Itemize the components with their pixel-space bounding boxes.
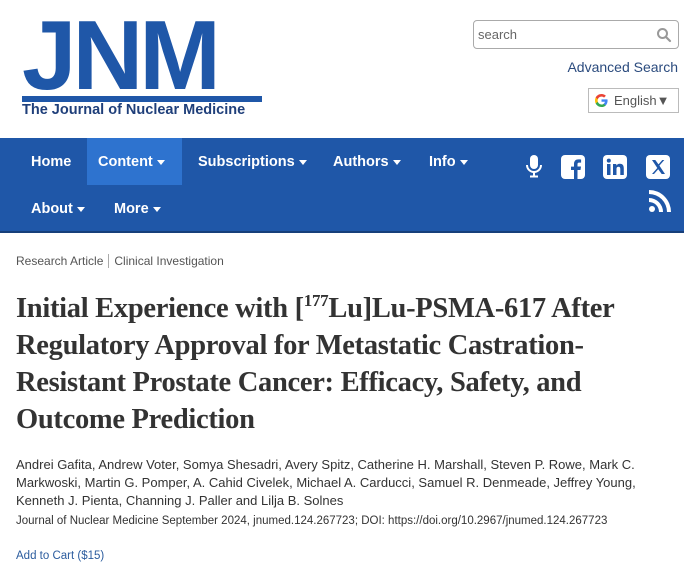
x-twitter-icon[interactable]: [646, 155, 670, 179]
nav-about-label: About: [31, 200, 73, 217]
language-label: English▼: [614, 93, 670, 108]
rss-icon[interactable]: [648, 189, 672, 213]
author-list: Andrei Gafita, Andrew Voter, Somya Shesa…: [16, 457, 636, 508]
search-icon[interactable]: [656, 27, 672, 43]
language-selector[interactable]: English▼: [588, 88, 679, 113]
citation-line: Journal of Nuclear Medicine September 20…: [16, 515, 608, 527]
nav-more[interactable]: More: [103, 185, 172, 232]
site-header: JNM The Journal of Nuclear Medicine Adva…: [0, 0, 684, 138]
breadcrumb: Research Article Clinical Investigation: [16, 254, 224, 268]
article-title: Initial Experience with [177Lu]Lu-PSMA-6…: [16, 290, 656, 438]
breadcrumb-section[interactable]: Clinical Investigation: [114, 254, 224, 268]
search-input[interactable]: [478, 24, 648, 45]
nav-content[interactable]: Content: [87, 138, 182, 185]
chevron-down-icon: [76, 206, 85, 212]
nav-home-label: Home: [31, 153, 72, 170]
main-nav: Home Content Subscriptions Authors Info …: [0, 138, 684, 233]
nav-authors-label: Authors: [333, 153, 389, 170]
chevron-down-icon: [392, 159, 401, 165]
chevron-down-icon: [298, 159, 307, 165]
nav-content-label: Content: [98, 153, 153, 170]
facebook-icon[interactable]: [561, 155, 585, 179]
title-prefix: Initial Experience with [: [16, 293, 304, 324]
nav-info[interactable]: Info: [418, 138, 479, 185]
nav-home[interactable]: Home: [20, 138, 82, 185]
chevron-down-icon: [156, 159, 165, 165]
nav-subscriptions[interactable]: Subscriptions: [187, 138, 318, 185]
jnm-logo[interactable]: JNM The Journal of Nuclear Medicine: [22, 6, 262, 118]
title-superscript: 177: [303, 291, 329, 310]
nav-authors[interactable]: Authors: [322, 138, 412, 185]
search-box: [473, 20, 679, 49]
breadcrumb-divider: [108, 254, 110, 268]
logo-wordmark: JNM: [22, 0, 221, 110]
microphone-icon[interactable]: [522, 154, 546, 178]
title-suffix: Lu]Lu-PSMA-617 After Regulatory Approval…: [16, 293, 614, 435]
nav-subscriptions-label: Subscriptions: [198, 153, 295, 170]
linkedin-icon[interactable]: [603, 155, 627, 179]
nav-about[interactable]: About: [20, 185, 96, 232]
google-icon: [595, 94, 608, 107]
add-to-cart-link[interactable]: Add to Cart ($15): [16, 550, 105, 562]
chevron-down-icon: [459, 159, 468, 165]
nav-more-label: More: [114, 200, 149, 217]
logo-underline: [22, 96, 262, 102]
chevron-down-icon: [152, 206, 161, 212]
advanced-search-link[interactable]: Advanced Search: [567, 59, 678, 75]
nav-info-label: Info: [429, 153, 456, 170]
logo-subtitle: The Journal of Nuclear Medicine: [22, 102, 246, 118]
breadcrumb-article-type[interactable]: Research Article: [16, 254, 104, 268]
